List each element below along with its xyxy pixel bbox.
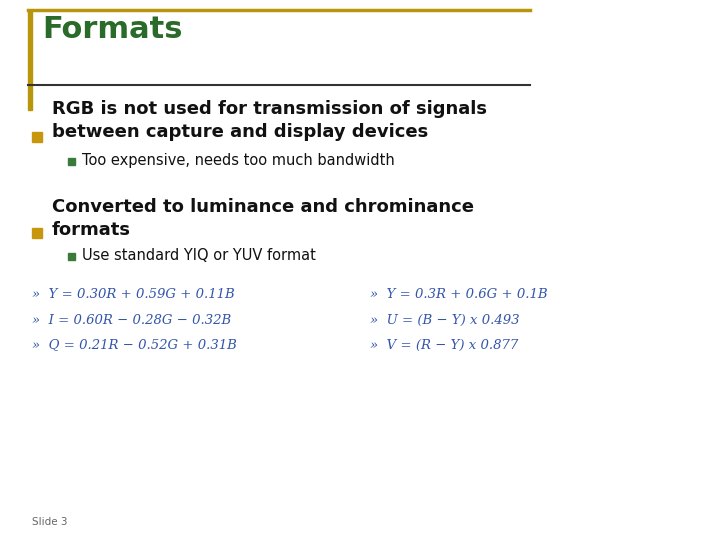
Text: Formats: Formats	[42, 16, 182, 44]
Text: »  V = (R − Y) x 0.877: » V = (R − Y) x 0.877	[370, 339, 518, 352]
Text: »  Y = 0.30R + 0.59G + 0.11B: » Y = 0.30R + 0.59G + 0.11B	[32, 288, 235, 301]
Text: »  I = 0.60R − 0.28G − 0.32B: » I = 0.60R − 0.28G − 0.32B	[32, 314, 231, 327]
Bar	[28, 10, 32, 110]
Text: Slide 3: Slide 3	[32, 517, 68, 527]
Text: »  Q = 0.21R − 0.52G + 0.31B: » Q = 0.21R − 0.52G + 0.31B	[32, 339, 237, 352]
Text: »  Y = 0.3R + 0.6G + 0.1B: » Y = 0.3R + 0.6G + 0.1B	[370, 288, 548, 301]
Bar	[68, 253, 75, 260]
Bar	[32, 132, 42, 142]
Text: »  U = (B − Y) x 0.493: » U = (B − Y) x 0.493	[370, 314, 520, 327]
Text: Too expensive, needs too much bandwidth: Too expensive, needs too much bandwidth	[82, 152, 395, 167]
Text: RGB is not used for transmission of signals
between capture and display devices: RGB is not used for transmission of sign…	[52, 100, 487, 141]
Bar	[32, 228, 42, 238]
Bar	[68, 158, 75, 165]
Text: Use standard YIQ or YUV format: Use standard YIQ or YUV format	[82, 247, 316, 262]
Text: Converted to luminance and chrominance
formats: Converted to luminance and chrominance f…	[52, 198, 474, 239]
